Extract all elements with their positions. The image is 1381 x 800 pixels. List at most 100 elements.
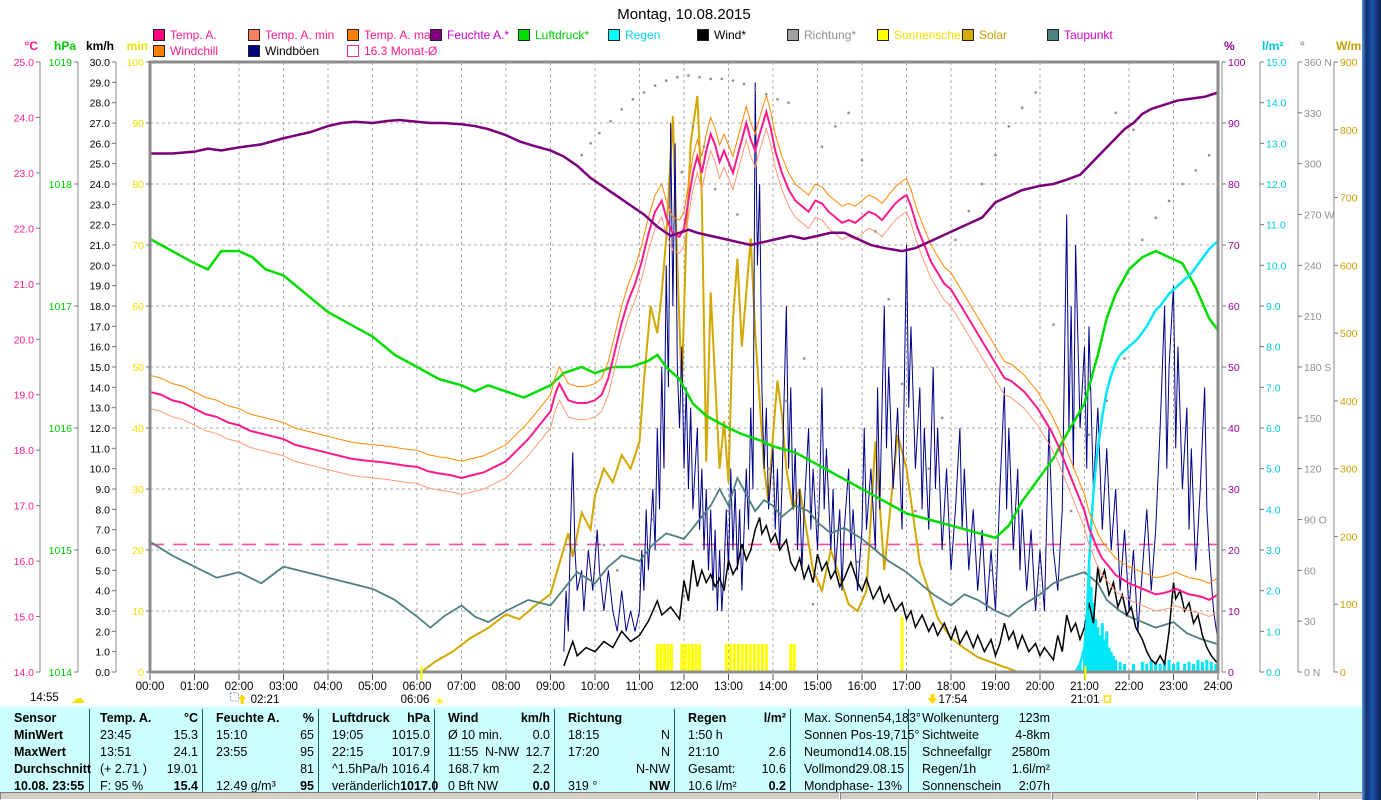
svg-text:12.0: 12.0	[1266, 179, 1287, 191]
svg-text:330: 330	[1304, 108, 1322, 120]
legend-swatch-regen	[608, 29, 620, 41]
svg-text:15:00: 15:00	[803, 681, 832, 693]
series-wind	[563, 517, 1219, 667]
table-cell: Durchschnitt	[14, 761, 92, 776]
table-col-feuchte-a: Feuchte A.% 15:10 65 23:55 95 81 12.49 g/m³ 95	[208, 709, 319, 794]
table-data-row: 81	[208, 760, 318, 777]
table-cell: veränderlich	[332, 778, 401, 793]
svg-text:90: 90	[1228, 118, 1240, 130]
table-cell: 13:51	[100, 744, 132, 759]
table-info-row: Wolkenunterg 123m	[914, 709, 1224, 726]
svg-text:300: 300	[1304, 159, 1322, 171]
svg-text:20: 20	[132, 545, 144, 557]
svg-text:210: 210	[1304, 311, 1322, 323]
table-col-regen: Regen l/m² 1:50 h 21:10 2.6 Gesamt: 10.6 10.6 l…	[680, 709, 791, 794]
table-cell: l/m²	[763, 710, 786, 725]
svg-text:16.0: 16.0	[90, 342, 111, 354]
table-col-info-1: Max. Sonnen 54,183° Sonnen Pos -19,715° Neum…	[796, 709, 921, 794]
svg-text:08:00: 08:00	[492, 681, 521, 693]
table-col-wind: Wind km/h Ø 10 min. 0.0 11:55 N-NW 12.7 168.7 k…	[440, 709, 555, 794]
svg-text:400: 400	[1340, 396, 1358, 408]
svg-text:30: 30	[132, 484, 144, 496]
svg-text:150: 150	[1304, 413, 1322, 425]
legend-label: Temp. A. max	[364, 28, 437, 42]
legend-item-16-3-monat[interactable]: 16.3 Monat-Ø	[347, 44, 437, 58]
legend-item-feuchte-a[interactable]: Feuchte A.*	[430, 28, 509, 42]
legend-label: Windchill	[170, 44, 219, 58]
legend-item-temp-a-max[interactable]: Temp. A. max	[347, 28, 437, 42]
svg-text:1016: 1016	[49, 423, 73, 435]
table-header-row: Luftdruck hPa	[324, 709, 434, 726]
table-cell: 23:55	[216, 744, 248, 759]
legend-item-regen[interactable]: Regen	[608, 28, 660, 42]
table-row-label: MaxWert	[6, 743, 89, 760]
legend-swatch-windchill	[153, 45, 165, 57]
legend-item-windb-en[interactable]: Windböen	[248, 44, 319, 58]
svg-text:800: 800	[1340, 125, 1358, 137]
series-feuchte	[150, 91, 1219, 253]
legend-label: Taupunkt	[1064, 28, 1113, 42]
svg-text:02:21: 02:21	[251, 694, 280, 705]
table-data-row: N-NW	[560, 760, 674, 777]
legend-item-solar[interactable]: Solar	[962, 28, 1007, 42]
svg-text:26.0: 26.0	[90, 138, 111, 150]
series-sonnenschein	[655, 617, 904, 672]
table-cell: (+ 2.71 )	[100, 761, 147, 776]
axis-dir: ° 0 N 30 60 90 O 120 150 180 S 210 240 270 W 300 330…	[1297, 39, 1334, 679]
legend-item-wind[interactable]: Wind*	[697, 28, 746, 42]
legend-item-temp-a[interactable]: Temp. A.	[153, 28, 217, 42]
table-cell: Temp. A.	[100, 710, 152, 725]
svg-text:11.0: 11.0	[90, 443, 110, 455]
table-data-row: 23:55 95	[208, 743, 318, 760]
series-windboeen	[563, 82, 1219, 652]
svg-text:17.0: 17.0	[90, 321, 111, 333]
svg-text:4.0: 4.0	[1266, 504, 1281, 516]
table-cell: Richtung	[568, 710, 623, 725]
table-data-row: 10.6 l/m² 0.2	[680, 777, 790, 794]
table-cell: 1017.9	[391, 744, 430, 759]
legend-label: 16.3 Monat-Ø	[364, 44, 438, 58]
svg-text:40: 40	[1228, 423, 1240, 435]
table-cell: Vollmond	[804, 761, 856, 776]
weather-chart: 00:00 01:00 02:00 03:00 04:00 05:00 06:00 07:00…	[14, 39, 1366, 705]
svg-text:☁: ☁	[71, 690, 85, 705]
legend-item-luftdruck[interactable]: Luftdruck*	[518, 28, 589, 42]
table-data-row: Ø 10 min. 0.0	[440, 726, 554, 743]
legend-item-temp-a-min[interactable]: Temp. A. min	[248, 28, 334, 42]
table-cell: - 13%	[869, 778, 902, 793]
svg-text:☀: ☀	[434, 694, 446, 705]
legend-item-windchill[interactable]: Windchill	[153, 44, 218, 58]
svg-text:28.0: 28.0	[90, 98, 111, 110]
table-cell: 95	[300, 778, 314, 793]
svg-text:300: 300	[1340, 464, 1358, 476]
legend-swatch-luftdruck	[518, 29, 530, 41]
table-cell: 10.08. 23:55	[14, 778, 85, 793]
svg-text:20.0: 20.0	[14, 334, 35, 346]
legend-item-sonnenschein[interactable]: Sonnenschein	[877, 28, 970, 42]
legend-swatch-16-3-monat	[347, 45, 359, 57]
table-cell: Luftdruck	[332, 710, 390, 725]
table-cell: N	[660, 727, 670, 742]
svg-text:17:00: 17:00	[892, 681, 921, 693]
svg-text:0 N: 0 N	[1304, 667, 1320, 679]
svg-text:23:00: 23:00	[1159, 681, 1188, 693]
legend-item-taupunkt[interactable]: Taupunkt	[1047, 28, 1113, 42]
svg-text:60: 60	[1304, 565, 1316, 577]
table-col-temp-a: Temp. A. °C 23:45 15.3 13:51 24.1 (+ 2.71 ) 19.…	[92, 709, 203, 794]
svg-text:20:00: 20:00	[1026, 681, 1055, 693]
table-data-row: 21:10 2.6	[680, 743, 790, 760]
table-row-label: Durchschnitt	[6, 760, 92, 777]
svg-text:W/m²: W/m²	[1336, 39, 1365, 53]
svg-text:11:00: 11:00	[626, 681, 654, 693]
table-cell: 2.2	[532, 761, 550, 776]
table-cell: 95	[300, 744, 314, 759]
svg-text:14:00: 14:00	[759, 681, 788, 693]
svg-text:60: 60	[1228, 301, 1240, 313]
svg-text:270 W: 270 W	[1304, 210, 1334, 222]
svg-text:24.0: 24.0	[90, 179, 111, 191]
table-row-label: Sensor	[6, 709, 89, 726]
moonset-icon	[1103, 695, 1112, 703]
legend-item-richtung[interactable]: Richtung*	[787, 28, 856, 42]
table-cell: Sonnenschein	[922, 778, 1002, 793]
